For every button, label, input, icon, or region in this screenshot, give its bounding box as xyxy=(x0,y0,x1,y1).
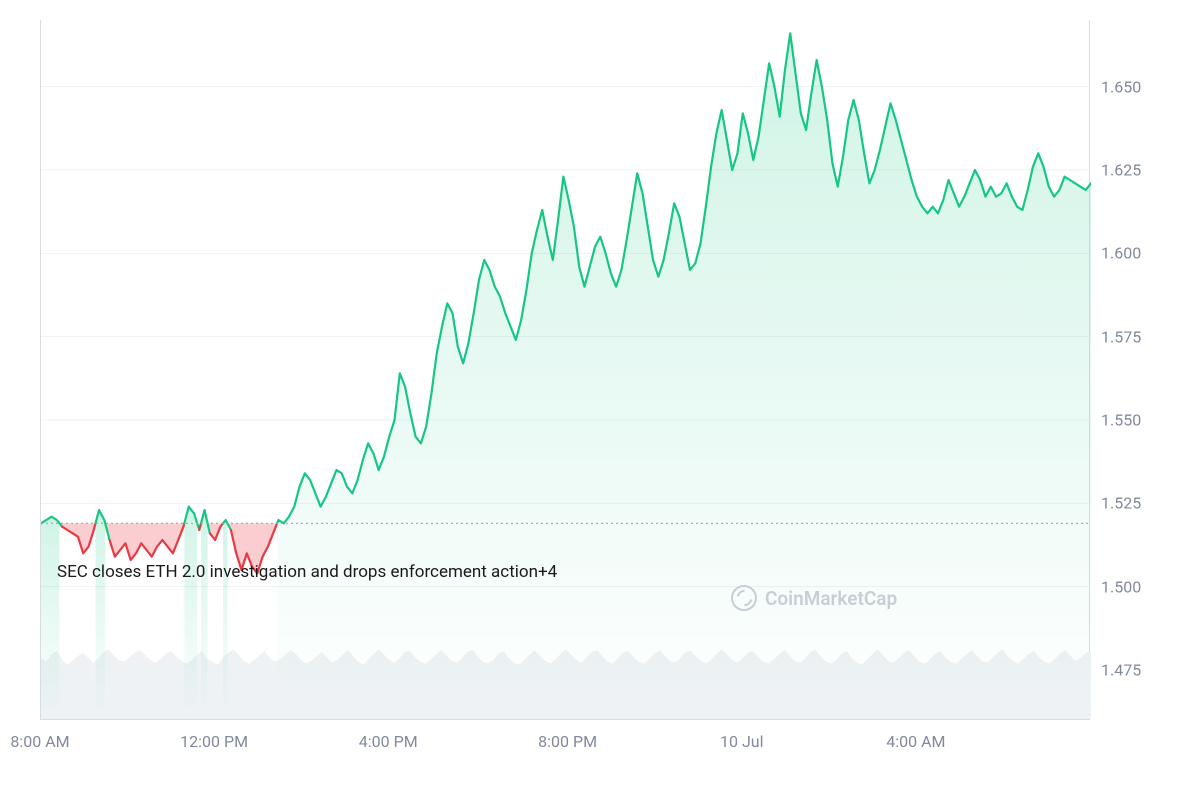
y-tick-label: 1.550 xyxy=(1101,411,1141,430)
y-tick-label: 1.500 xyxy=(1101,577,1141,596)
news-annotation: SEC closes ETH 2.0 investigation and dro… xyxy=(57,562,557,582)
y-tick-label: 1.575 xyxy=(1101,327,1141,346)
x-tick-label: 10 Jul xyxy=(720,732,764,751)
y-axis: 1.475 1.500 1.525 1.550 1.575 1.600 1.625 1.650 xyxy=(1095,20,1165,720)
x-axis: 8:00 AM12:00 PM4:00 PM8:00 PM10 Jul4:00 … xyxy=(40,732,1090,762)
x-tick-label: 12:00 PM xyxy=(180,732,248,751)
x-tick-label: 4:00 PM xyxy=(359,732,418,751)
watermark: CoinMarketCap xyxy=(731,585,897,611)
y-tick-label: 1.600 xyxy=(1101,244,1141,263)
plot-area[interactable]: CoinMarketCap SEC closes ETH 2.0 investi… xyxy=(40,20,1090,720)
plot-svg xyxy=(41,20,1091,720)
x-tick-label: 4:00 AM xyxy=(886,732,945,751)
y-tick-label: 1.525 xyxy=(1101,494,1141,513)
y-tick-label: 1.475 xyxy=(1101,661,1141,680)
watermark-text: CoinMarketCap xyxy=(765,587,897,610)
y-tick-label: 1.625 xyxy=(1101,161,1141,180)
news-annotation-text: SEC closes ETH 2.0 investigation and dro… xyxy=(57,562,557,582)
price-chart[interactable]: CoinMarketCap SEC closes ETH 2.0 investi… xyxy=(40,20,1160,780)
x-tick-label: 8:00 PM xyxy=(538,732,597,751)
x-tick-label: 8:00 AM xyxy=(10,732,69,751)
coinmarketcap-logo-icon xyxy=(731,585,757,611)
y-tick-label: 1.650 xyxy=(1101,77,1141,96)
